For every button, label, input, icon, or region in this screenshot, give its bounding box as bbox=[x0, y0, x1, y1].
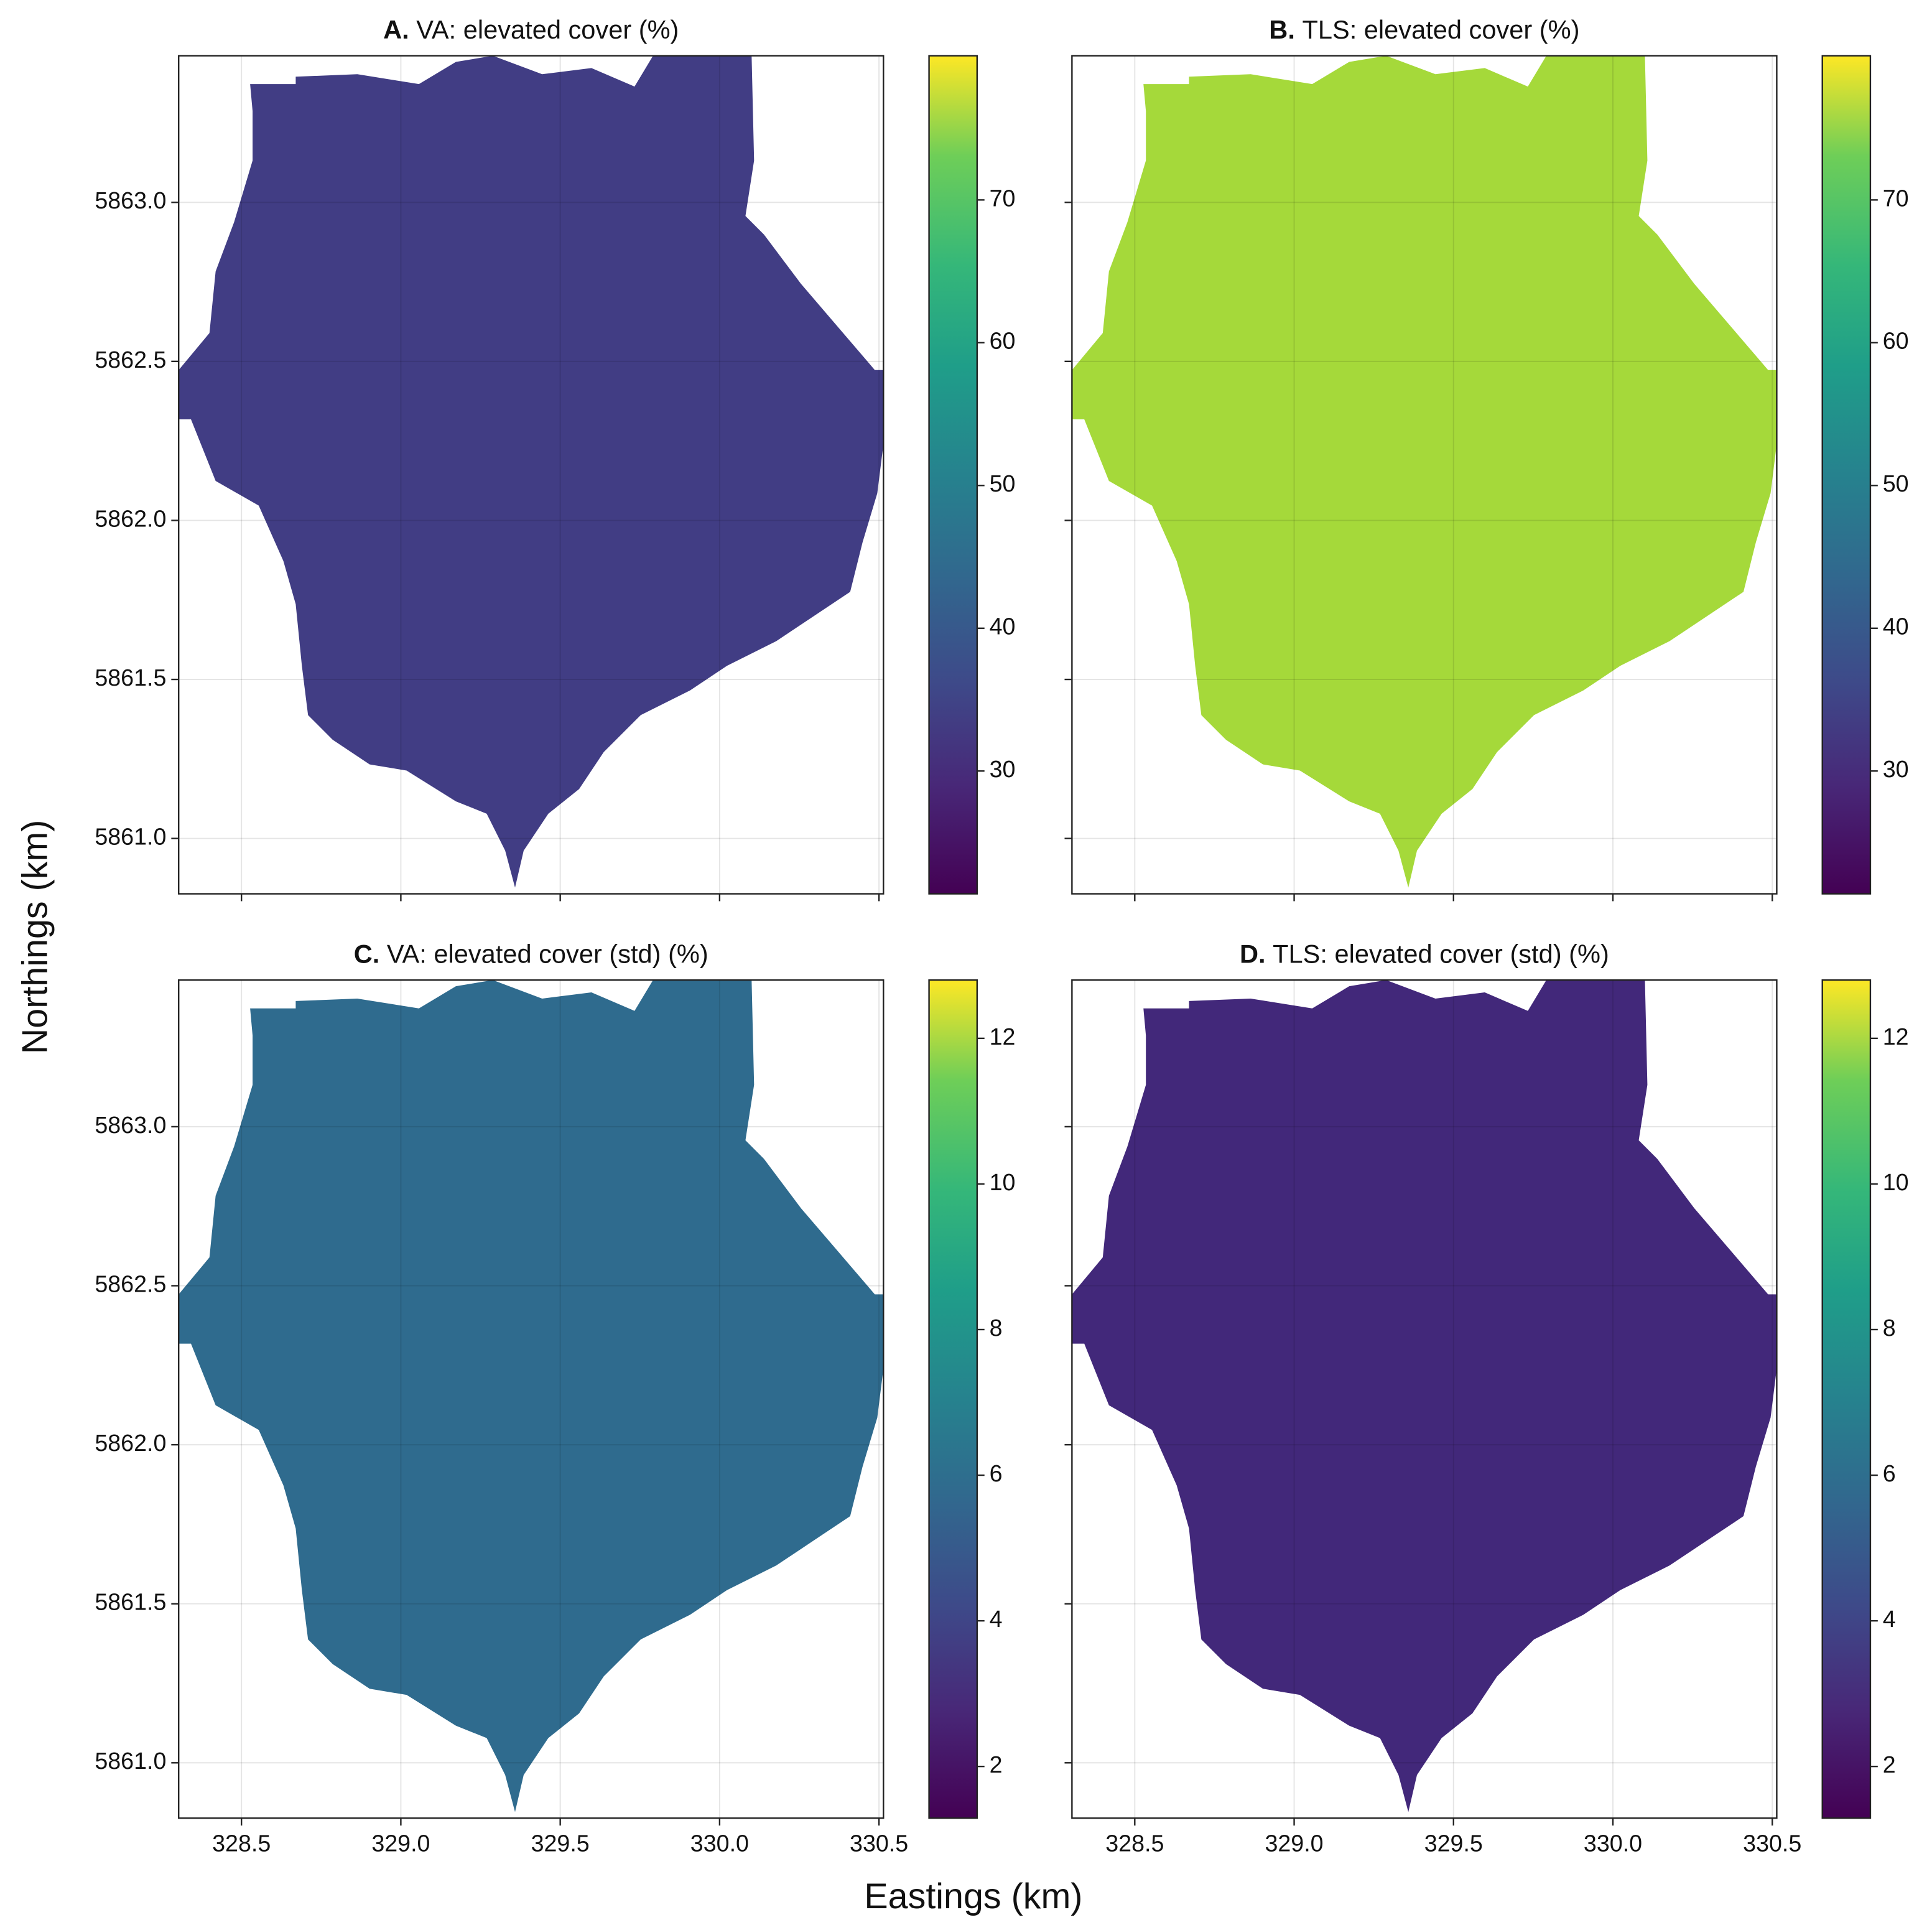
axes-frame bbox=[1071, 979, 1778, 1819]
panel-title: A. VA: elevated cover (%) bbox=[383, 15, 679, 44]
colorbar-tick-label: 10 bbox=[990, 1169, 1016, 1195]
axes-frame bbox=[1071, 55, 1778, 895]
panel-title-text: VA: elevated cover (std) (%) bbox=[387, 939, 708, 969]
y-tick-label: 5863.0 bbox=[95, 1112, 166, 1138]
x-tick-label: 328.5 bbox=[1105, 1830, 1164, 1857]
y-tick-label: 5862.0 bbox=[95, 1430, 166, 1456]
colorbar-tick-label: 40 bbox=[1883, 613, 1909, 640]
colorbar-tick-label: 30 bbox=[1883, 756, 1909, 782]
raster-area bbox=[1072, 980, 1777, 1812]
colorbar-tick-label: 70 bbox=[990, 185, 1016, 211]
colorbar-tick-label: 12 bbox=[990, 1023, 1016, 1050]
colorbar-tick-label: 60 bbox=[990, 328, 1016, 354]
y-tick-label: 5862.0 bbox=[95, 505, 166, 531]
colorbar-tick-label: 60 bbox=[1883, 328, 1909, 354]
x-tick-label: 330.0 bbox=[1584, 1830, 1642, 1857]
x-tick-label: 329.0 bbox=[1265, 1830, 1323, 1857]
x-tick-label: 329.5 bbox=[531, 1830, 590, 1857]
x-tick-label: 330.0 bbox=[690, 1830, 749, 1857]
colorbar-tick-label: 50 bbox=[990, 470, 1016, 496]
raster-area bbox=[1072, 55, 1777, 888]
panel-title-text: VA: elevated cover (%) bbox=[416, 15, 679, 44]
colorbar-tick-label: 4 bbox=[1883, 1606, 1896, 1632]
colorbar-tick-label: 2 bbox=[990, 1751, 1003, 1778]
colorbar-tick-label: 50 bbox=[1883, 470, 1909, 496]
y-tick-label: 5861.0 bbox=[95, 1748, 166, 1774]
panel-title-text: TLS: elevated cover (%) bbox=[1302, 15, 1579, 44]
panel-label: D. bbox=[1240, 939, 1266, 969]
colorbar bbox=[1821, 55, 1872, 895]
colorbar-tick-label: 30 bbox=[990, 756, 1016, 782]
colorbar bbox=[928, 979, 978, 1819]
colorbar-tick-label: 6 bbox=[990, 1460, 1003, 1486]
colorbar bbox=[1821, 979, 1872, 1819]
colorbar-tick-label: 6 bbox=[1883, 1460, 1896, 1486]
y-tick-label: 5862.5 bbox=[95, 347, 166, 373]
y-tick-label: 5861.5 bbox=[95, 1589, 166, 1615]
panel-title: C. VA: elevated cover (std) (%) bbox=[354, 939, 708, 969]
colorbar-tick-label: 4 bbox=[990, 1606, 1003, 1632]
y-tick-label: 5863.0 bbox=[95, 187, 166, 213]
x-tick-label: 330.5 bbox=[850, 1830, 908, 1857]
panel-label: A. bbox=[383, 15, 409, 44]
y-tick-label: 5861.5 bbox=[95, 664, 166, 691]
x-tick-label: 330.5 bbox=[1743, 1830, 1801, 1857]
colorbar bbox=[928, 55, 978, 895]
panel-label: B. bbox=[1269, 15, 1295, 44]
panel-title: D. TLS: elevated cover (std) (%) bbox=[1240, 939, 1609, 969]
y-axis-label: Northings (km) bbox=[15, 820, 55, 1055]
colorbar-tick-label: 2 bbox=[1883, 1751, 1896, 1778]
axes-frame bbox=[178, 979, 885, 1819]
y-tick-label: 5861.0 bbox=[95, 824, 166, 850]
x-axis-label: Eastings (km) bbox=[864, 1876, 1082, 1916]
colorbar-tick-label: 12 bbox=[1883, 1023, 1909, 1050]
x-tick-label: 329.0 bbox=[371, 1830, 430, 1857]
y-tick-label: 5862.5 bbox=[95, 1270, 166, 1297]
x-tick-label: 328.5 bbox=[212, 1830, 271, 1857]
panel-title: B. TLS: elevated cover (%) bbox=[1269, 15, 1579, 44]
colorbar-tick-label: 8 bbox=[990, 1315, 1003, 1341]
colorbar-tick-label: 10 bbox=[1883, 1169, 1909, 1195]
colorbar-tick-label: 70 bbox=[1883, 185, 1909, 211]
x-tick-label: 329.5 bbox=[1424, 1830, 1483, 1857]
axes-frame bbox=[178, 55, 885, 895]
raster-area bbox=[179, 55, 884, 888]
panel-title-text: TLS: elevated cover (std) (%) bbox=[1273, 939, 1609, 969]
panel-label: C. bbox=[354, 939, 380, 969]
colorbar-tick-label: 40 bbox=[990, 613, 1016, 640]
raster-area bbox=[179, 980, 884, 1812]
colorbar-tick-label: 8 bbox=[1883, 1315, 1896, 1341]
